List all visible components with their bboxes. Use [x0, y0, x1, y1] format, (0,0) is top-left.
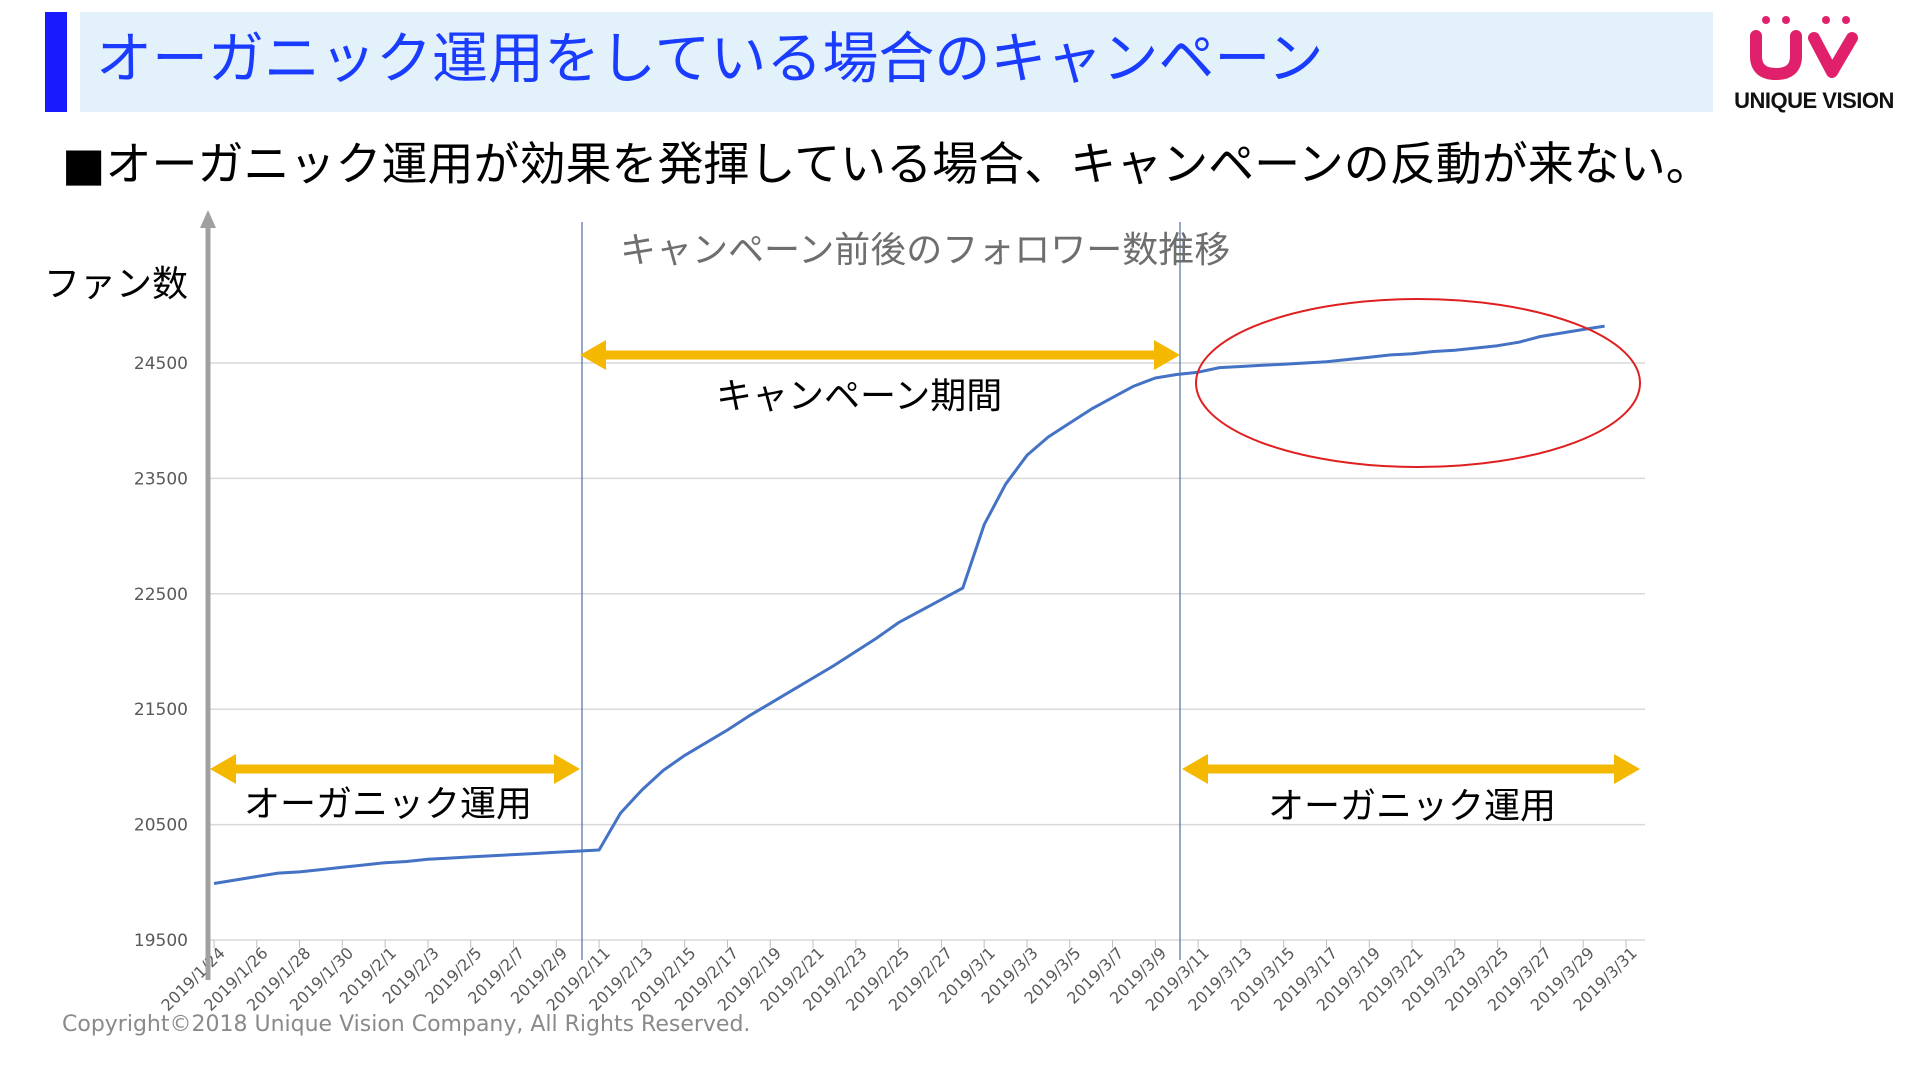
organic-before-arrow	[210, 754, 580, 784]
series-line	[213, 324, 1605, 885]
y-tick-label: 24500	[134, 354, 188, 374]
organic-after-label: オーガニック運用	[1268, 786, 1556, 827]
logo-text: UNIQUE VISION	[1734, 88, 1894, 113]
subtitle: ■オーガニック運用が効果を発揮している場合、キャンペーンの反動が来ない。	[62, 137, 1712, 191]
campaign-period-arrow	[580, 340, 1180, 370]
page-title: オーガニック運用をしている場合のキャンペーン	[96, 27, 1324, 92]
x-tick-labels: 2019/1/242019/1/262019/1/282019/1/302019…	[157, 940, 1641, 1015]
y-tick-label: 20500	[134, 816, 188, 836]
highlight-ellipse	[1195, 298, 1641, 468]
gridlines	[208, 362, 1645, 941]
y-axis-arrowhead	[200, 210, 216, 228]
title-banner	[80, 12, 1713, 112]
y-tick-label: 19500	[134, 931, 188, 951]
copyright: Copyright©2018 Unique Vision Company, Al…	[62, 1012, 751, 1037]
y-axis-label: ファン数	[44, 264, 188, 305]
y-tick-label: 23500	[134, 469, 188, 489]
campaign-period-label: キャンペーン期間	[716, 376, 1002, 417]
unique-vision-logo	[1750, 16, 1858, 81]
y-tick-label: 22500	[134, 585, 188, 605]
organic-after-arrow	[1182, 754, 1640, 784]
y-tick-labels: 19500 20500 21500 22500 23500 24500	[134, 354, 188, 951]
organic-before-label: オーガニック運用	[244, 784, 532, 825]
y-tick-label: 21500	[134, 700, 188, 720]
title-accent-bar	[45, 12, 67, 112]
chart-title: キャンペーン前後のフォロワー数推移	[620, 230, 1230, 271]
